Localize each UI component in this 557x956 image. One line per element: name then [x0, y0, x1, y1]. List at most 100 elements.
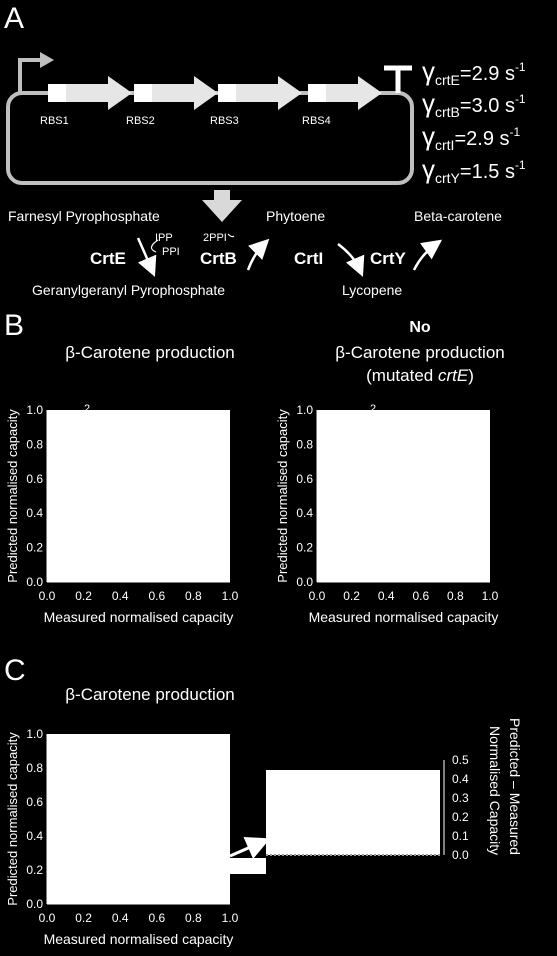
chart-inset-ytick-label: 0.3 — [452, 791, 469, 805]
rbs-box-3 — [218, 84, 236, 102]
enzyme-crty: CrtY — [370, 249, 407, 268]
rate-crtb: γcrtB=3.0 s-1 — [422, 88, 526, 120]
terminator-icon — [384, 65, 412, 93]
chart-b2-ylabel: Predicted normalised capacity — [275, 409, 290, 583]
chart-b1-ytick-label: 0.2 — [26, 541, 43, 555]
chart-b2-ytick-label: 0.2 — [296, 541, 313, 555]
chart-inset-ytick-label: 0.4 — [452, 772, 469, 786]
chart-c-ytick-label: 0.2 — [26, 863, 43, 877]
chart-b1-ytick-label: 0.8 — [26, 437, 43, 451]
chart-b1-xtick-label: 0.6 — [148, 589, 165, 603]
gene-arrow-crti — [236, 76, 302, 110]
chart-b2-xtick-label: 0.8 — [447, 589, 464, 603]
chart-b2-xtick-label: 1.0 — [482, 589, 499, 603]
chart-c-ytick-label: 0.4 — [26, 829, 43, 843]
chart-b1-xlabel: Measured normalised capacity — [44, 609, 234, 625]
chart-b2-marker: 2 — [370, 403, 376, 415]
chart-inset-ytick-label: 0.5 — [452, 753, 469, 767]
chart-c: 0.0 0.2 0.4 0.6 0.8 1.0 0.0 0.2 0.4 0.6 0.8 1.0 Meas… — [5, 727, 239, 947]
chart-c-xtick-label: 0.6 — [148, 911, 165, 925]
reaction-arrow-4 — [412, 239, 443, 271]
chart-b1-ytick-label: 0.0 — [26, 575, 43, 589]
chart-c-xtick-label: 0.8 — [185, 911, 202, 925]
rbs-label-4: RBS4 — [302, 115, 331, 127]
chart-b2-title: β-Carotene production — [335, 343, 505, 362]
chart-b1-xtick-label: 0.0 — [39, 589, 56, 603]
chart-inset-plot-area — [266, 770, 440, 855]
chart-c-ytick-label: 0.6 — [26, 795, 43, 809]
enzyme-crtb: CrtB — [200, 249, 237, 268]
chart-b1-xtick-label: 0.2 — [75, 589, 92, 603]
metabolite-farnesyl: Farnesyl Pyrophosphate — [8, 208, 160, 224]
chart-b2-xtick-label: 0.4 — [378, 589, 395, 603]
plasmid-backbone — [6, 91, 414, 185]
chart-c-xtick-label: 0.4 — [112, 911, 129, 925]
enzyme-crti: CrtI — [294, 249, 323, 268]
rate-constants: γcrtE=2.9 s-1 γcrtB=3.0 s-1 γcrtI=2.9 s-… — [422, 56, 526, 186]
metabolite-beta-carotene: Beta-carotene — [414, 208, 502, 224]
metabolite-lycopene: Lycopene — [342, 282, 402, 298]
chart-c-title: β-Carotene production — [65, 685, 235, 704]
rbs-label-2: RBS2 — [126, 115, 155, 127]
chart-b2-xlabel: Measured normalised capacity — [309, 609, 499, 625]
cofactor-arrow-1 — [150, 239, 159, 253]
chart-b2-xtick-label: 0.0 — [309, 589, 326, 603]
chart-inset: 0.0 0.1 0.2 0.3 0.4 0.5 — [266, 753, 469, 862]
rbs-box-4 — [308, 84, 326, 102]
rbs-label-1: RBS1 — [40, 115, 69, 127]
ipp-label: IPP — [155, 232, 173, 244]
metabolite-geranyl: Geranylgeranyl Pyrophosphate — [32, 282, 225, 298]
expression-arrow-icon — [202, 190, 242, 222]
rbs-box-1 — [48, 84, 66, 102]
enzyme-crte: CrtE — [90, 249, 126, 268]
chart-b1-ytick-label: 1.0 — [26, 403, 43, 417]
reaction-arrow-2 — [246, 238, 270, 271]
gene-arrow-crty — [326, 76, 382, 110]
chart-b1-xtick-label: 0.4 — [112, 589, 129, 603]
chart-b2-ytick-label: 0.6 — [296, 472, 313, 486]
gene-arrow-crtb — [152, 76, 218, 110]
chart-inset-ytick-label: 0.0 — [452, 848, 469, 862]
chart-b2-xtick-label: 0.6 — [412, 589, 429, 603]
panel-b-label: B — [4, 309, 24, 342]
chart-b1-xtick-label: 0.8 — [185, 589, 202, 603]
gene-arrow-crte — [66, 76, 132, 110]
panel-a-label: A — [4, 2, 24, 35]
chart-b1-ytick-label: 0.6 — [26, 472, 43, 486]
cofactor-arrow-2 — [227, 233, 235, 238]
rbs-label-3: RBS3 — [210, 115, 239, 127]
rbs-box-2 — [134, 84, 152, 102]
chart-b2-ytick-label: 1.0 — [296, 403, 313, 417]
chart-b2-ytick-label: 0.4 — [296, 506, 313, 520]
zoom-arrow-icon — [229, 837, 271, 860]
chart-b1: 0.0 0.2 0.4 0.6 0.8 1.0 0.0 0.2 0.4 0.6 0.8 1.0 Meas… — [5, 403, 239, 625]
chart-b1-marker: 2 — [84, 403, 90, 415]
inset-ylabel-1: Predicted – Measured — [507, 718, 523, 855]
panel-c-label: C — [4, 654, 26, 687]
chart-b2: 0.0 0.2 0.4 0.6 0.8 1.0 0.0 0.2 0.4 0.6 0.8 1.0 Meas… — [275, 403, 499, 625]
chart-b1-ylabel: Predicted normalised capacity — [5, 409, 20, 583]
chart-b1-xtick-label: 1.0 — [222, 589, 239, 603]
ppi-label: PPI — [162, 246, 180, 258]
chart-b1-plot-area — [47, 410, 230, 582]
chart-c-ylabel: Predicted normalised capacity — [5, 732, 20, 906]
chart-c-ytick-label: 0.8 — [26, 761, 43, 775]
chart-b2-xtick-label: 0.2 — [343, 589, 360, 603]
rate-crte: γcrtE=2.9 s-1 — [422, 56, 526, 88]
chart-b1-ytick-label: 0.4 — [26, 506, 43, 520]
chart-c-xlabel: Measured normalised capacity — [44, 931, 234, 947]
plasmid-construct: RBS1 RBS2 RBS3 RBS4 — [6, 52, 414, 185]
chart-b2-ytick-label: 0.8 — [296, 437, 313, 451]
chart-c-xtick-label: 0.2 — [75, 911, 92, 925]
zoom-box — [228, 858, 266, 874]
reaction-arrow-3 — [337, 243, 365, 277]
chart-c-ytick-label: 1.0 — [26, 727, 43, 741]
chart-c-plot-area — [47, 734, 230, 904]
chart-b2-plot-area — [317, 410, 490, 582]
pathway: Farnesyl Pyrophosphate Phytoene Beta-car… — [8, 208, 502, 298]
metabolite-phytoene: Phytoene — [266, 208, 325, 224]
two-ppi-label: 2PPI — [203, 232, 227, 244]
chart-inset-ytick-label: 0.1 — [452, 829, 469, 843]
promoter-icon — [18, 58, 42, 93]
